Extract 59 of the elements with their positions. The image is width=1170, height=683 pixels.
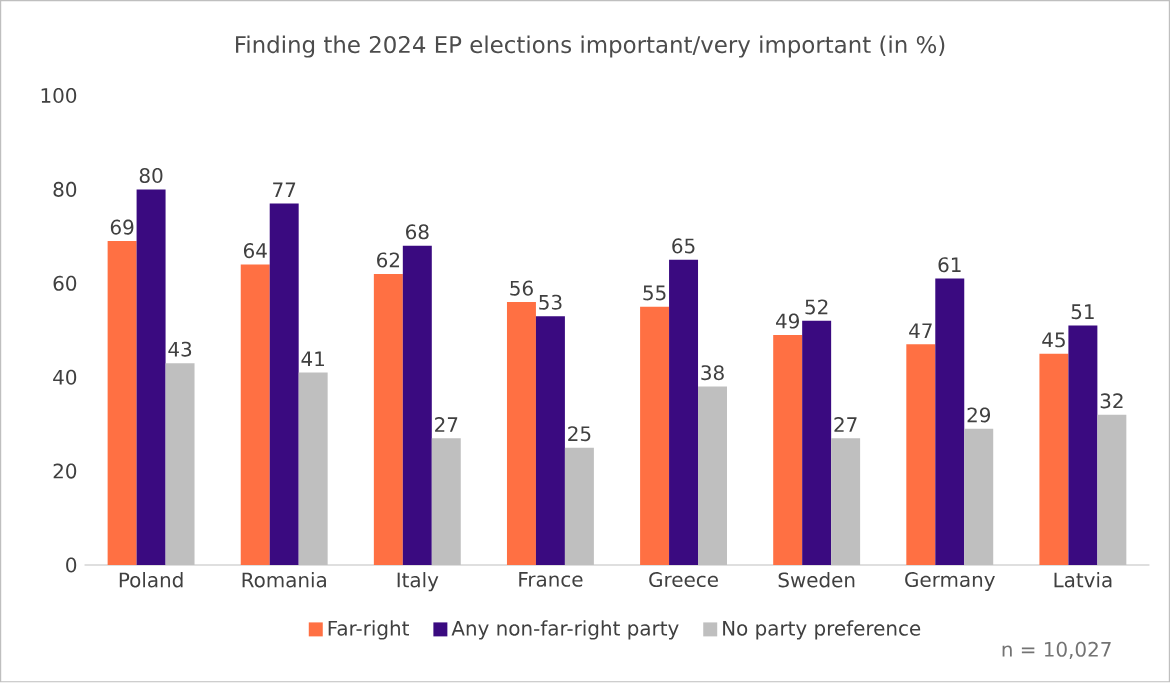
data-label: 64 [243,243,267,259]
data-label: 62 [377,252,400,268]
legend-label: Any non-far-right party [451,620,679,640]
bar [669,260,699,566]
data-label: 27 [435,417,458,433]
x-tick-label: Latvia [1054,572,1112,588]
y-tick-label: 100 [41,88,77,104]
y-tick-label: 60 [53,276,77,292]
data-label: 65 [672,238,695,254]
x-tick-label: Italy [397,572,439,592]
y-tick-label: 80 [53,182,77,198]
chart-title: Finding the 2024 EP elections important/very important (in %) [236,35,945,58]
bar [136,189,166,566]
data-label: 49 [775,313,799,329]
data-label: 32 [1100,393,1123,409]
data-label: 38 [701,365,724,381]
data-label: 68 [406,224,429,240]
text: n = 10,027 [1002,642,1111,660]
bar [802,321,832,566]
x-tick-label: Greece [649,572,718,588]
data-label: 41 [301,351,324,367]
data-label: 77 [273,182,296,198]
y-tick-label: 20 [53,463,77,479]
data-label: 25 [568,426,591,442]
data-label: 56 [510,280,533,296]
data-label: 53 [539,294,562,311]
x-tick-label: Germany [905,572,995,592]
bar [402,246,432,566]
legend-label: Far-right [328,620,409,640]
bar [773,335,803,566]
data-label: 80 [139,168,163,184]
data-label: 29 [967,407,991,423]
data-label: 69 [110,219,134,235]
bar [1039,353,1069,566]
bar [535,316,565,566]
bar [269,203,299,566]
bar [240,264,270,566]
bar [373,274,403,566]
x-tick-label: Sweden [778,572,855,588]
bar [935,278,965,566]
data-label: 47 [909,323,932,339]
bar [506,302,536,566]
bar [906,344,936,566]
bar [640,307,670,566]
bar [1068,325,1098,566]
x-tick-label: Romania [242,572,326,588]
x-tick-label: Poland [119,572,183,588]
bar [107,241,137,566]
data-label: 55 [643,285,666,301]
data-label: 52 [805,299,828,315]
data-label: 43 [168,341,192,357]
y-tick-label: 0 [66,557,77,573]
legend-label: No party preference [723,620,921,640]
data-label: 51 [1071,304,1094,320]
data-label: 45 [1042,332,1065,348]
x-tick-label: France [519,572,583,588]
data-label: 61 [938,257,961,273]
y-tick-label: 40 [53,369,77,385]
data-label: 27 [834,417,857,433]
